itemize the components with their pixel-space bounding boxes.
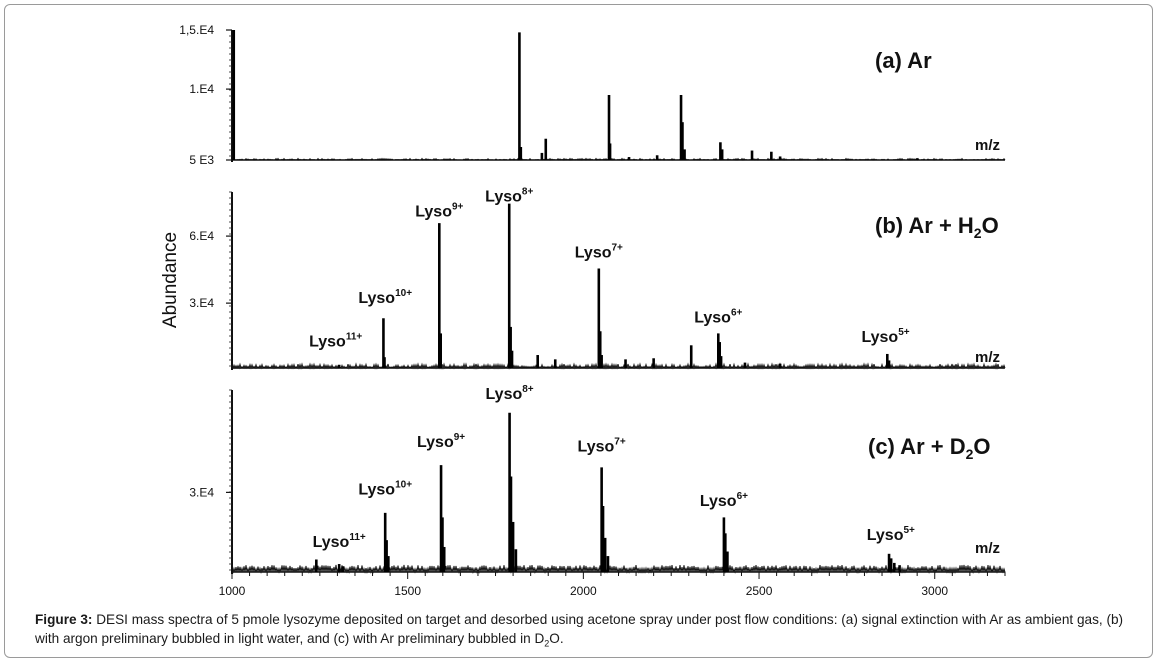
mz-label-b: m/z (975, 349, 1000, 366)
y-axis-label: Abundance (160, 232, 181, 328)
peak-annotation: Lyso8+ (485, 384, 533, 403)
x-tick-label: 2000 (570, 584, 597, 598)
figure-caption: Figure 3: DESI mass spectra of 5 pmole l… (35, 610, 1135, 654)
peak-annotation: Lyso5+ (861, 327, 909, 346)
panel-title-b: (b) Ar + H2O (875, 213, 999, 241)
y-tick-label: 5 E3 (189, 153, 214, 167)
peak-annotation: Lyso9+ (415, 202, 463, 221)
caption-label: Figure 3: (35, 612, 93, 627)
baseline-trace-b (231, 362, 1006, 370)
y-tick-label: 3.E4 (189, 296, 214, 310)
y-tick-label: 3.E4 (189, 485, 214, 499)
peak-annotation: Lyso7+ (578, 436, 626, 455)
x-tick-label: 2500 (746, 584, 773, 598)
peak-annotation: Lyso11+ (309, 331, 362, 350)
peak-annotation: Lyso6+ (694, 308, 742, 327)
baseline-trace-c (231, 564, 1006, 574)
x-tick-label: 1000 (219, 584, 246, 598)
peak-annotation: Lyso6+ (700, 491, 748, 510)
peak-annotation: Lyso5+ (867, 525, 915, 544)
spectrum-panel-c: 3.E4 (c) Ar + D2O m/z Lyso11+ Lyso10+ Lyso9+ L… (189, 384, 1006, 598)
caption-subscript: 2 (544, 638, 550, 649)
spectrum-panel-b: 6.E4 3.E4 (b) Ar + H2O m/z Lyso11+ Lyso10+ Lys… (189, 186, 1006, 370)
figure-frame (4, 4, 1153, 658)
x-tick-label: 3000 (921, 584, 948, 598)
panel-title-c: (c) Ar + D2O (868, 434, 991, 462)
peak-annotation: Lyso10+ (358, 288, 412, 307)
caption-text-end: O. (549, 631, 564, 646)
mz-label-c: m/z (975, 540, 1000, 557)
peak-annotation: Lyso7+ (575, 243, 623, 262)
y-tick-label: 6.E4 (189, 229, 214, 243)
caption-text: DESI mass spectra of 5 pmole lysozyme de… (35, 612, 1124, 646)
y-tick-label: 1,5.E4 (179, 23, 214, 37)
x-tick-label: 1500 (394, 584, 421, 598)
y-tick-label: 1.E4 (189, 82, 214, 96)
mass-spectra-figure: Abundance 1,5.E4 1.E4 5 E3 (a) Ar m/z 6.E4 3.E… (160, 23, 1006, 598)
peak-annotation: Lyso8+ (485, 186, 533, 205)
peak-annotation: Lyso10+ (358, 480, 412, 499)
panel-title-a: (a) Ar (875, 48, 932, 73)
peak-annotation: Lyso9+ (417, 432, 465, 451)
peak-annotation: Lyso11+ (313, 532, 366, 551)
spectrum-panel-a: 1,5.E4 1.E4 5 E3 (a) Ar m/z (179, 23, 1006, 167)
mz-label-a: m/z (975, 137, 1000, 154)
